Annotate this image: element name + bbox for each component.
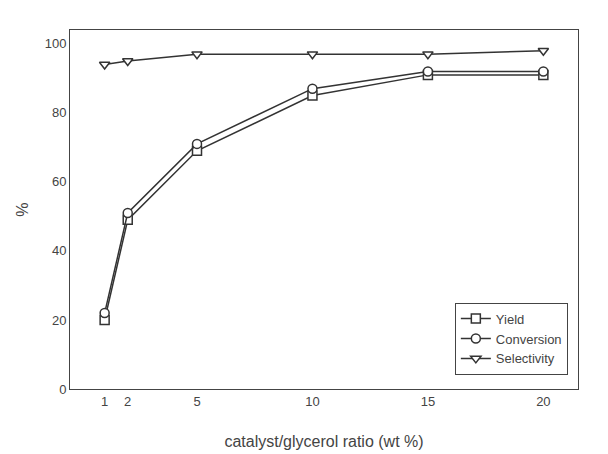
svg-text:catalyst/glycerol ratio (wt %): catalyst/glycerol ratio (wt %) bbox=[224, 433, 423, 450]
svg-text:1: 1 bbox=[101, 394, 108, 409]
svg-text:60: 60 bbox=[52, 174, 66, 189]
svg-text:80: 80 bbox=[52, 105, 66, 120]
svg-text:Yield: Yield bbox=[496, 312, 524, 327]
svg-text:100: 100 bbox=[45, 36, 67, 51]
svg-text:2: 2 bbox=[124, 394, 131, 409]
svg-text:20: 20 bbox=[536, 394, 550, 409]
svg-text:10: 10 bbox=[305, 394, 319, 409]
svg-text:Conversion: Conversion bbox=[496, 332, 562, 347]
svg-text:15: 15 bbox=[421, 394, 435, 409]
svg-text:%: % bbox=[14, 202, 31, 216]
svg-text:20: 20 bbox=[52, 313, 66, 328]
svg-text:Selectivity: Selectivity bbox=[496, 351, 555, 366]
svg-text:40: 40 bbox=[52, 243, 66, 258]
svg-text:5: 5 bbox=[193, 394, 200, 409]
svg-text:0: 0 bbox=[59, 382, 66, 397]
